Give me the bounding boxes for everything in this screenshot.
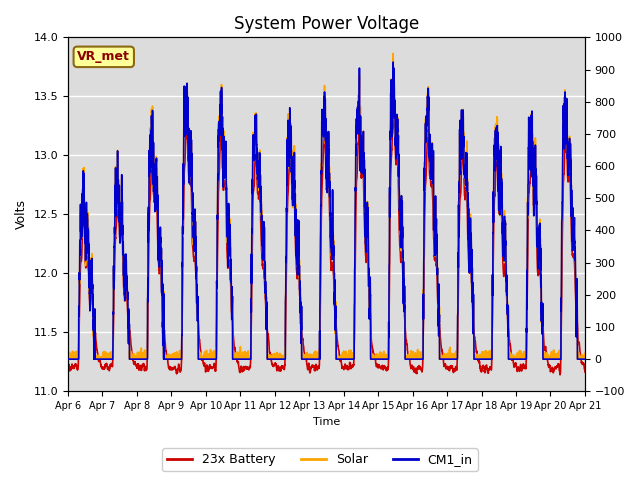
Solar [581, 356, 589, 362]
23x Battery [209, 365, 216, 371]
Solar [389, 50, 397, 56]
CM1_in [209, 356, 216, 362]
Text: VR_met: VR_met [77, 50, 130, 63]
23x Battery [581, 369, 589, 375]
Solar [581, 352, 589, 358]
Solar [386, 211, 394, 217]
Line: CM1_in: CM1_in [68, 62, 585, 359]
CM1_in [64, 356, 72, 362]
23x Battery [175, 361, 182, 367]
CM1_in [532, 176, 540, 182]
Solar [65, 356, 72, 362]
Solar [64, 355, 72, 361]
23x Battery [556, 372, 564, 378]
23x Battery [390, 109, 397, 115]
CM1_in [580, 356, 588, 362]
Solar [532, 165, 540, 171]
CM1_in [581, 356, 589, 362]
23x Battery [532, 195, 540, 201]
CM1_in [377, 356, 385, 362]
Title: System Power Voltage: System Power Voltage [234, 15, 419, 33]
23x Battery [64, 360, 72, 365]
Solar [175, 353, 183, 359]
CM1_in [175, 356, 182, 362]
23x Battery [386, 258, 394, 264]
Line: 23x Battery: 23x Battery [68, 112, 585, 375]
23x Battery [581, 368, 589, 373]
23x Battery [377, 364, 385, 370]
X-axis label: Time: Time [313, 417, 340, 427]
Legend: 23x Battery, Solar, CM1_in: 23x Battery, Solar, CM1_in [163, 448, 477, 471]
CM1_in [389, 59, 397, 65]
CM1_in [386, 185, 394, 191]
Y-axis label: Volts: Volts [15, 199, 28, 229]
Solar [209, 353, 216, 359]
Solar [377, 352, 385, 358]
Line: Solar: Solar [68, 53, 585, 359]
